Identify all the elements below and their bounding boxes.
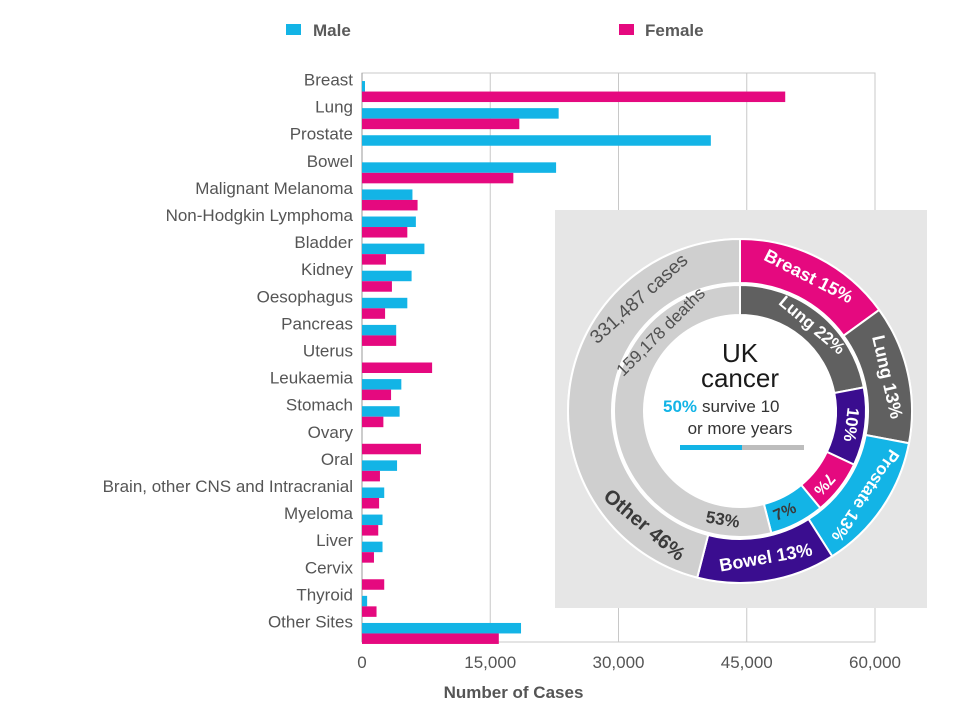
bar-male: [362, 595, 368, 607]
bar-female: [362, 443, 421, 455]
bar-male: [362, 108, 559, 119]
x-tick-label: 15,000: [464, 653, 516, 672]
category-label: Kidney: [301, 260, 353, 279]
bar-female: [362, 606, 377, 617]
category-label: Brain, other CNS and Intracranial: [103, 477, 353, 496]
inset-donut-infographic: Breast 15%Lung 13%Prostate 13%Bowel 13%O…: [555, 210, 927, 608]
x-tick-label: 0: [357, 653, 366, 672]
category-label: Thyroid: [296, 585, 353, 604]
bar-male: [362, 324, 397, 336]
bar-male: [362, 162, 557, 173]
inner-segment: [613, 283, 773, 538]
bar-male: [362, 216, 416, 228]
bar-female: [362, 470, 380, 482]
bar-female: [362, 281, 392, 292]
x-axis-title: Number of Cases: [444, 683, 584, 702]
bar-female: [362, 525, 379, 536]
bar-male: [362, 406, 400, 417]
survive-percent: 50%: [663, 397, 697, 416]
category-label: Leukaemia: [270, 369, 354, 388]
bar-male: [362, 379, 402, 390]
bar-female: [362, 172, 514, 184]
bar-female: [362, 308, 386, 319]
category-label: Bladder: [294, 233, 353, 252]
category-label: Pancreas: [281, 314, 353, 333]
plot-area: 0 15,000 30,000 45,000 60,000 Number of Cases…: [103, 71, 901, 702]
category-label: Breast: [304, 71, 353, 90]
category-label: Oral: [321, 450, 353, 469]
category-label: Other Sites: [268, 612, 353, 631]
category-label: Non-Hodgkin Lymphoma: [166, 206, 354, 225]
legend: Male Female: [286, 21, 704, 40]
legend-swatch-female: [619, 24, 634, 35]
bar-female: [362, 199, 418, 211]
category-label: Malignant Melanoma: [195, 179, 353, 198]
bar-male: [362, 541, 383, 553]
category-label: Myeloma: [284, 504, 354, 523]
x-tick-label: 30,000: [593, 653, 645, 672]
legend-label-male: Male: [313, 21, 351, 40]
bar-female: [362, 254, 386, 265]
category-label: Uterus: [303, 342, 353, 361]
x-tick-label: 60,000: [849, 653, 901, 672]
bar-male: [362, 270, 412, 282]
survive-text-1: survive 10: [702, 397, 779, 416]
inner-label-10: 10%: [840, 407, 863, 443]
survive-text-2: or more years: [688, 419, 793, 438]
bar-female: [362, 118, 520, 130]
bar-male: [362, 81, 365, 92]
category-label: Bowel: [307, 152, 353, 171]
survive-bar-fill: [680, 445, 742, 450]
outer-segment: [567, 237, 741, 579]
x-tick-label: 45,000: [721, 653, 773, 672]
bar-male: [362, 243, 425, 255]
category-label: Oesophagus: [257, 287, 353, 306]
bar-female: [362, 335, 397, 346]
bar-female: [362, 416, 384, 428]
category-label: Liver: [316, 531, 353, 550]
bar-female: [362, 579, 385, 590]
bar-male: [362, 487, 385, 498]
center-title-cancer: cancer: [701, 363, 779, 393]
category-label: Lung: [315, 98, 353, 117]
category-label: Stomach: [286, 396, 353, 415]
center-title-uk: UK: [722, 338, 759, 368]
category-label: Ovary: [308, 423, 354, 442]
bar-male: [362, 622, 522, 634]
donut-center: [646, 317, 834, 505]
bar-female: [362, 362, 433, 373]
legend-label-female: Female: [645, 21, 704, 40]
bar-female: [362, 497, 380, 509]
bar-male: [362, 460, 398, 471]
bar-female: [362, 552, 374, 563]
category-label: Cervix: [305, 558, 354, 577]
bar-female: [362, 633, 499, 644]
bar-male: [362, 297, 408, 309]
bar-male: [362, 514, 383, 526]
bar-male: [362, 189, 413, 200]
bar-female: [362, 389, 392, 401]
category-label: Prostate: [290, 125, 353, 144]
bar-female: [362, 227, 408, 238]
bar-male: [362, 135, 711, 146]
bar-female: [362, 91, 786, 103]
legend-swatch-male: [286, 24, 301, 35]
